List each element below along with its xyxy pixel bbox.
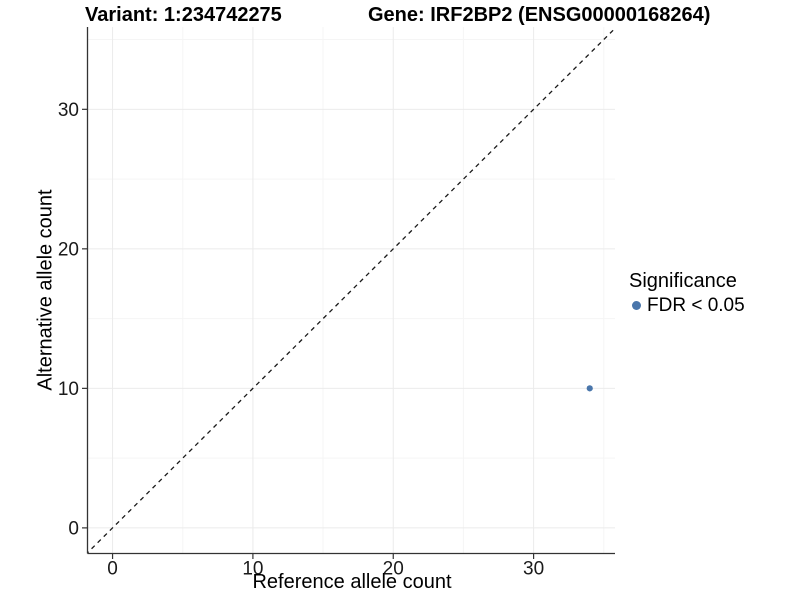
y-axis-title: Alternative allele count xyxy=(34,189,57,391)
y-tick-label: 0 xyxy=(68,518,79,539)
x-tick-label: 10 xyxy=(242,559,263,580)
plot-title-variant: Variant: 1:234742275 xyxy=(85,4,282,26)
plot-title-gene: Gene: IRF2BP2 (ENSG00000168264) xyxy=(368,4,711,26)
x-tick-label: 30 xyxy=(523,559,544,580)
legend-item-label: FDR < 0.05 xyxy=(647,295,745,316)
x-tick-label: 0 xyxy=(107,559,118,580)
identity-dashed-line xyxy=(88,27,615,553)
legend: Significance FDR < 0.05 xyxy=(629,269,745,317)
y-tick-label: 10 xyxy=(58,379,79,400)
legend-point-icon xyxy=(632,301,641,310)
y-tick-label: 20 xyxy=(58,239,79,260)
data-point xyxy=(586,385,593,392)
x-axis-title: Reference allele count xyxy=(252,571,452,593)
x-tick-label: 20 xyxy=(383,559,404,580)
legend-title: Significance xyxy=(629,270,737,292)
y-tick-label: 30 xyxy=(58,100,79,121)
legend-item: FDR < 0.05 xyxy=(629,294,745,317)
